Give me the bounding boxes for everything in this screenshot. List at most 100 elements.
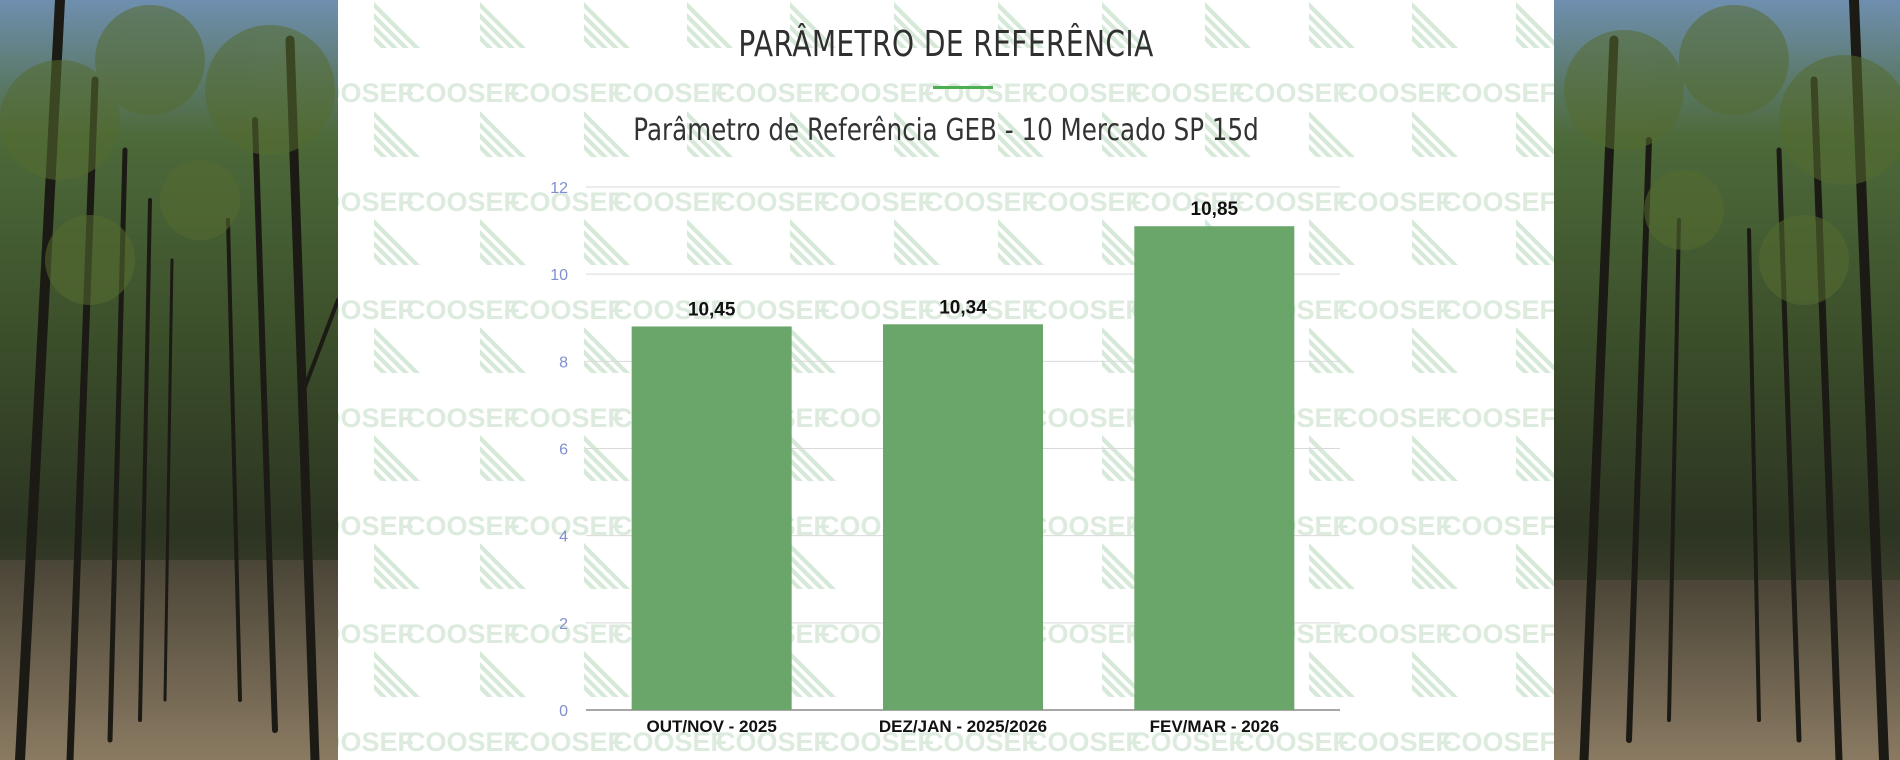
watermark-text: COOSEF xyxy=(1338,403,1453,433)
watermark-text: COOSEF xyxy=(1028,187,1143,217)
watermark-text: COOSEF xyxy=(613,187,728,217)
watermark-logo-icon xyxy=(374,2,420,48)
watermark-text: COOSEF xyxy=(1028,403,1143,433)
watermark-logo-icon xyxy=(1516,111,1554,157)
watermark-logo-icon xyxy=(480,2,526,48)
forest-photo-right xyxy=(1554,0,1900,760)
watermark-logo-icon xyxy=(374,219,420,265)
watermark-text: COOSEF xyxy=(510,295,625,325)
x-tick-label: OUT/NOV - 2025 xyxy=(646,717,776,736)
bar xyxy=(1134,226,1295,710)
bar-data-label: 10,45 xyxy=(688,299,736,320)
watermark-logo-icon xyxy=(998,111,1044,157)
watermark-text: COOSEF xyxy=(1028,727,1143,757)
watermark-text: COOSEF xyxy=(924,727,1039,757)
watermark-text: COOSEF xyxy=(1442,78,1554,108)
watermark-logo-icon xyxy=(687,111,733,157)
watermark-text: COOSEF xyxy=(716,187,831,217)
y-tick-label: 2 xyxy=(559,616,568,633)
y-tick-label: 8 xyxy=(559,354,568,371)
watermark-logo-icon xyxy=(998,219,1044,265)
watermark-text: COOSEF xyxy=(338,295,415,325)
watermark-text: COOSEF xyxy=(820,187,935,217)
watermark-text: COOSEF xyxy=(820,295,935,325)
watermark-logo-icon xyxy=(480,327,526,373)
watermark-logo-icon xyxy=(790,651,836,697)
watermark-text: COOSEF xyxy=(1338,511,1453,541)
watermark-logo-icon xyxy=(480,543,526,589)
watermark-logo-icon xyxy=(584,435,630,481)
watermark-logo-icon xyxy=(790,219,836,265)
watermark-text: COOSEF xyxy=(1338,727,1453,757)
watermark-logo-icon xyxy=(1309,543,1355,589)
watermark-text: COOSEF xyxy=(338,511,415,541)
watermark-text: COOSEF xyxy=(613,727,728,757)
bar xyxy=(883,324,1043,710)
watermark-text: COOSEF xyxy=(406,187,521,217)
watermark-logo-icon xyxy=(1309,435,1355,481)
watermark-text: COOSEF xyxy=(1235,78,1350,108)
watermark-logo-icon xyxy=(1102,2,1148,48)
watermark-text: COOSEF xyxy=(406,727,521,757)
watermark-logo-icon xyxy=(1309,219,1355,265)
watermark-text: COOSEF xyxy=(1235,727,1350,757)
watermark-text: COOSEF xyxy=(1235,187,1350,217)
watermark-logo-icon xyxy=(374,543,420,589)
watermark-text: COOSEF xyxy=(613,295,728,325)
watermark-text: COOSEF xyxy=(1442,619,1554,649)
watermark-logo-icon xyxy=(894,219,940,265)
watermark-text: COOSEF xyxy=(510,187,625,217)
watermark-text: COOSEF xyxy=(1131,187,1246,217)
chart-title: Parâmetro de Referência GEB - 10 Mercado… xyxy=(633,113,1259,148)
y-tick-label: 6 xyxy=(559,442,568,459)
watermark-logo-icon xyxy=(790,111,836,157)
watermark-logo-icon xyxy=(480,219,526,265)
watermark-logo-icon xyxy=(1516,327,1554,373)
watermark-logo-icon xyxy=(480,111,526,157)
watermark-logo-icon xyxy=(584,111,630,157)
watermark-logo-icon xyxy=(1516,2,1554,48)
watermark-logo-icon xyxy=(687,2,733,48)
watermark-logo-icon xyxy=(584,651,630,697)
watermark-text: COOSEF xyxy=(1338,619,1453,649)
watermark-logo-icon xyxy=(374,111,420,157)
y-tick-label: 12 xyxy=(550,180,568,197)
y-tick-label: 10 xyxy=(550,267,568,284)
watermark-logo-icon xyxy=(894,111,940,157)
bar-chart: 0 2 4 6 8 10 12 10,45 OUT/NOV - 2025 10,34 DEZ/JAN… xyxy=(550,180,1340,736)
watermark-logo-icon xyxy=(790,435,836,481)
watermark-text: COOSEF xyxy=(1442,403,1554,433)
watermark-text: COOSEF xyxy=(1338,78,1453,108)
watermark-text: COOSEF xyxy=(510,403,625,433)
watermark-text: COOSEF xyxy=(338,187,415,217)
watermark-text: COOSEF xyxy=(406,511,521,541)
watermark-logo-icon xyxy=(790,2,836,48)
watermark-logo-icon xyxy=(1516,543,1554,589)
watermark-text: COOSEF xyxy=(924,187,1039,217)
watermark-logo-icon xyxy=(1412,2,1458,48)
watermark-text: COOSEF xyxy=(406,78,521,108)
x-tick-label: FEV/MAR - 2026 xyxy=(1150,717,1279,736)
watermark-text: COOSEF xyxy=(338,727,415,757)
watermark-text: COOSEF xyxy=(1028,619,1143,649)
watermark-text: COOSEF xyxy=(924,295,1039,325)
watermark-text: COOSEF xyxy=(1442,727,1554,757)
watermark-logo-icon xyxy=(584,2,630,48)
watermark-text: COOSEF xyxy=(510,619,625,649)
watermark-logo-icon xyxy=(1412,651,1458,697)
watermark-text: COOSEF xyxy=(1028,295,1143,325)
watermark-text: COOSEF xyxy=(716,727,831,757)
watermark-text: COOSEF xyxy=(716,295,831,325)
forest-photo-left xyxy=(0,0,338,760)
watermark-text: COOSEF xyxy=(510,78,625,108)
watermark-text: COOSEF xyxy=(1442,295,1554,325)
watermark-logo-icon xyxy=(1412,543,1458,589)
watermark-logo-icon xyxy=(480,435,526,481)
watermark-logo-icon xyxy=(1412,111,1458,157)
watermark-logo-icon xyxy=(1309,111,1355,157)
bar-data-label: 10,85 xyxy=(1191,199,1239,220)
watermark-text: COOSEF xyxy=(1131,78,1246,108)
x-tick-label: DEZ/JAN - 2025/2026 xyxy=(879,717,1047,736)
watermark-text: COOSEF xyxy=(613,78,728,108)
page-title: PARÂMETRO DE REFERÊNCIA xyxy=(738,24,1154,65)
